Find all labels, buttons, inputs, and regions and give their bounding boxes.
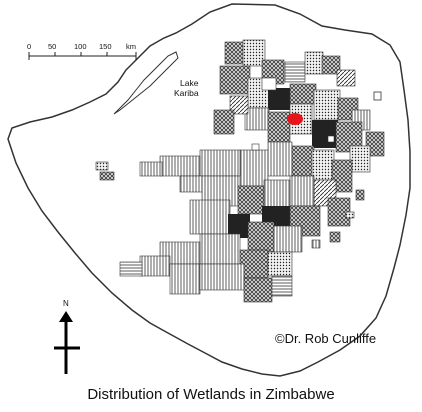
scale-tick-0: 0 xyxy=(27,42,31,51)
lake-kariba-label: Lake xyxy=(180,78,199,88)
scale-tick-100: 100 xyxy=(74,42,87,51)
wetland-patches xyxy=(95,39,385,303)
highlight-marker xyxy=(287,113,303,125)
scale-tick-50: 50 xyxy=(48,42,56,51)
copyright-credit: ©Dr. Rob Cunliffe xyxy=(275,331,377,346)
north-arrow-icon: N xyxy=(54,299,80,374)
scale-unit: km xyxy=(126,42,136,51)
north-label: N xyxy=(63,299,69,308)
map-caption: Distribution of Wetlands in Zimbabwe xyxy=(87,386,335,403)
scale-bar: 0 50 100 150 km xyxy=(27,42,137,60)
wetlands-map: 0 50 100 150 km Lake Kariba N xyxy=(7,3,411,377)
lake-kariba-shore xyxy=(113,51,179,115)
scale-tick-150: 150 xyxy=(99,42,112,51)
zimbabwe-border xyxy=(7,3,411,377)
lake-kariba-label-2: Kariba xyxy=(174,88,199,98)
